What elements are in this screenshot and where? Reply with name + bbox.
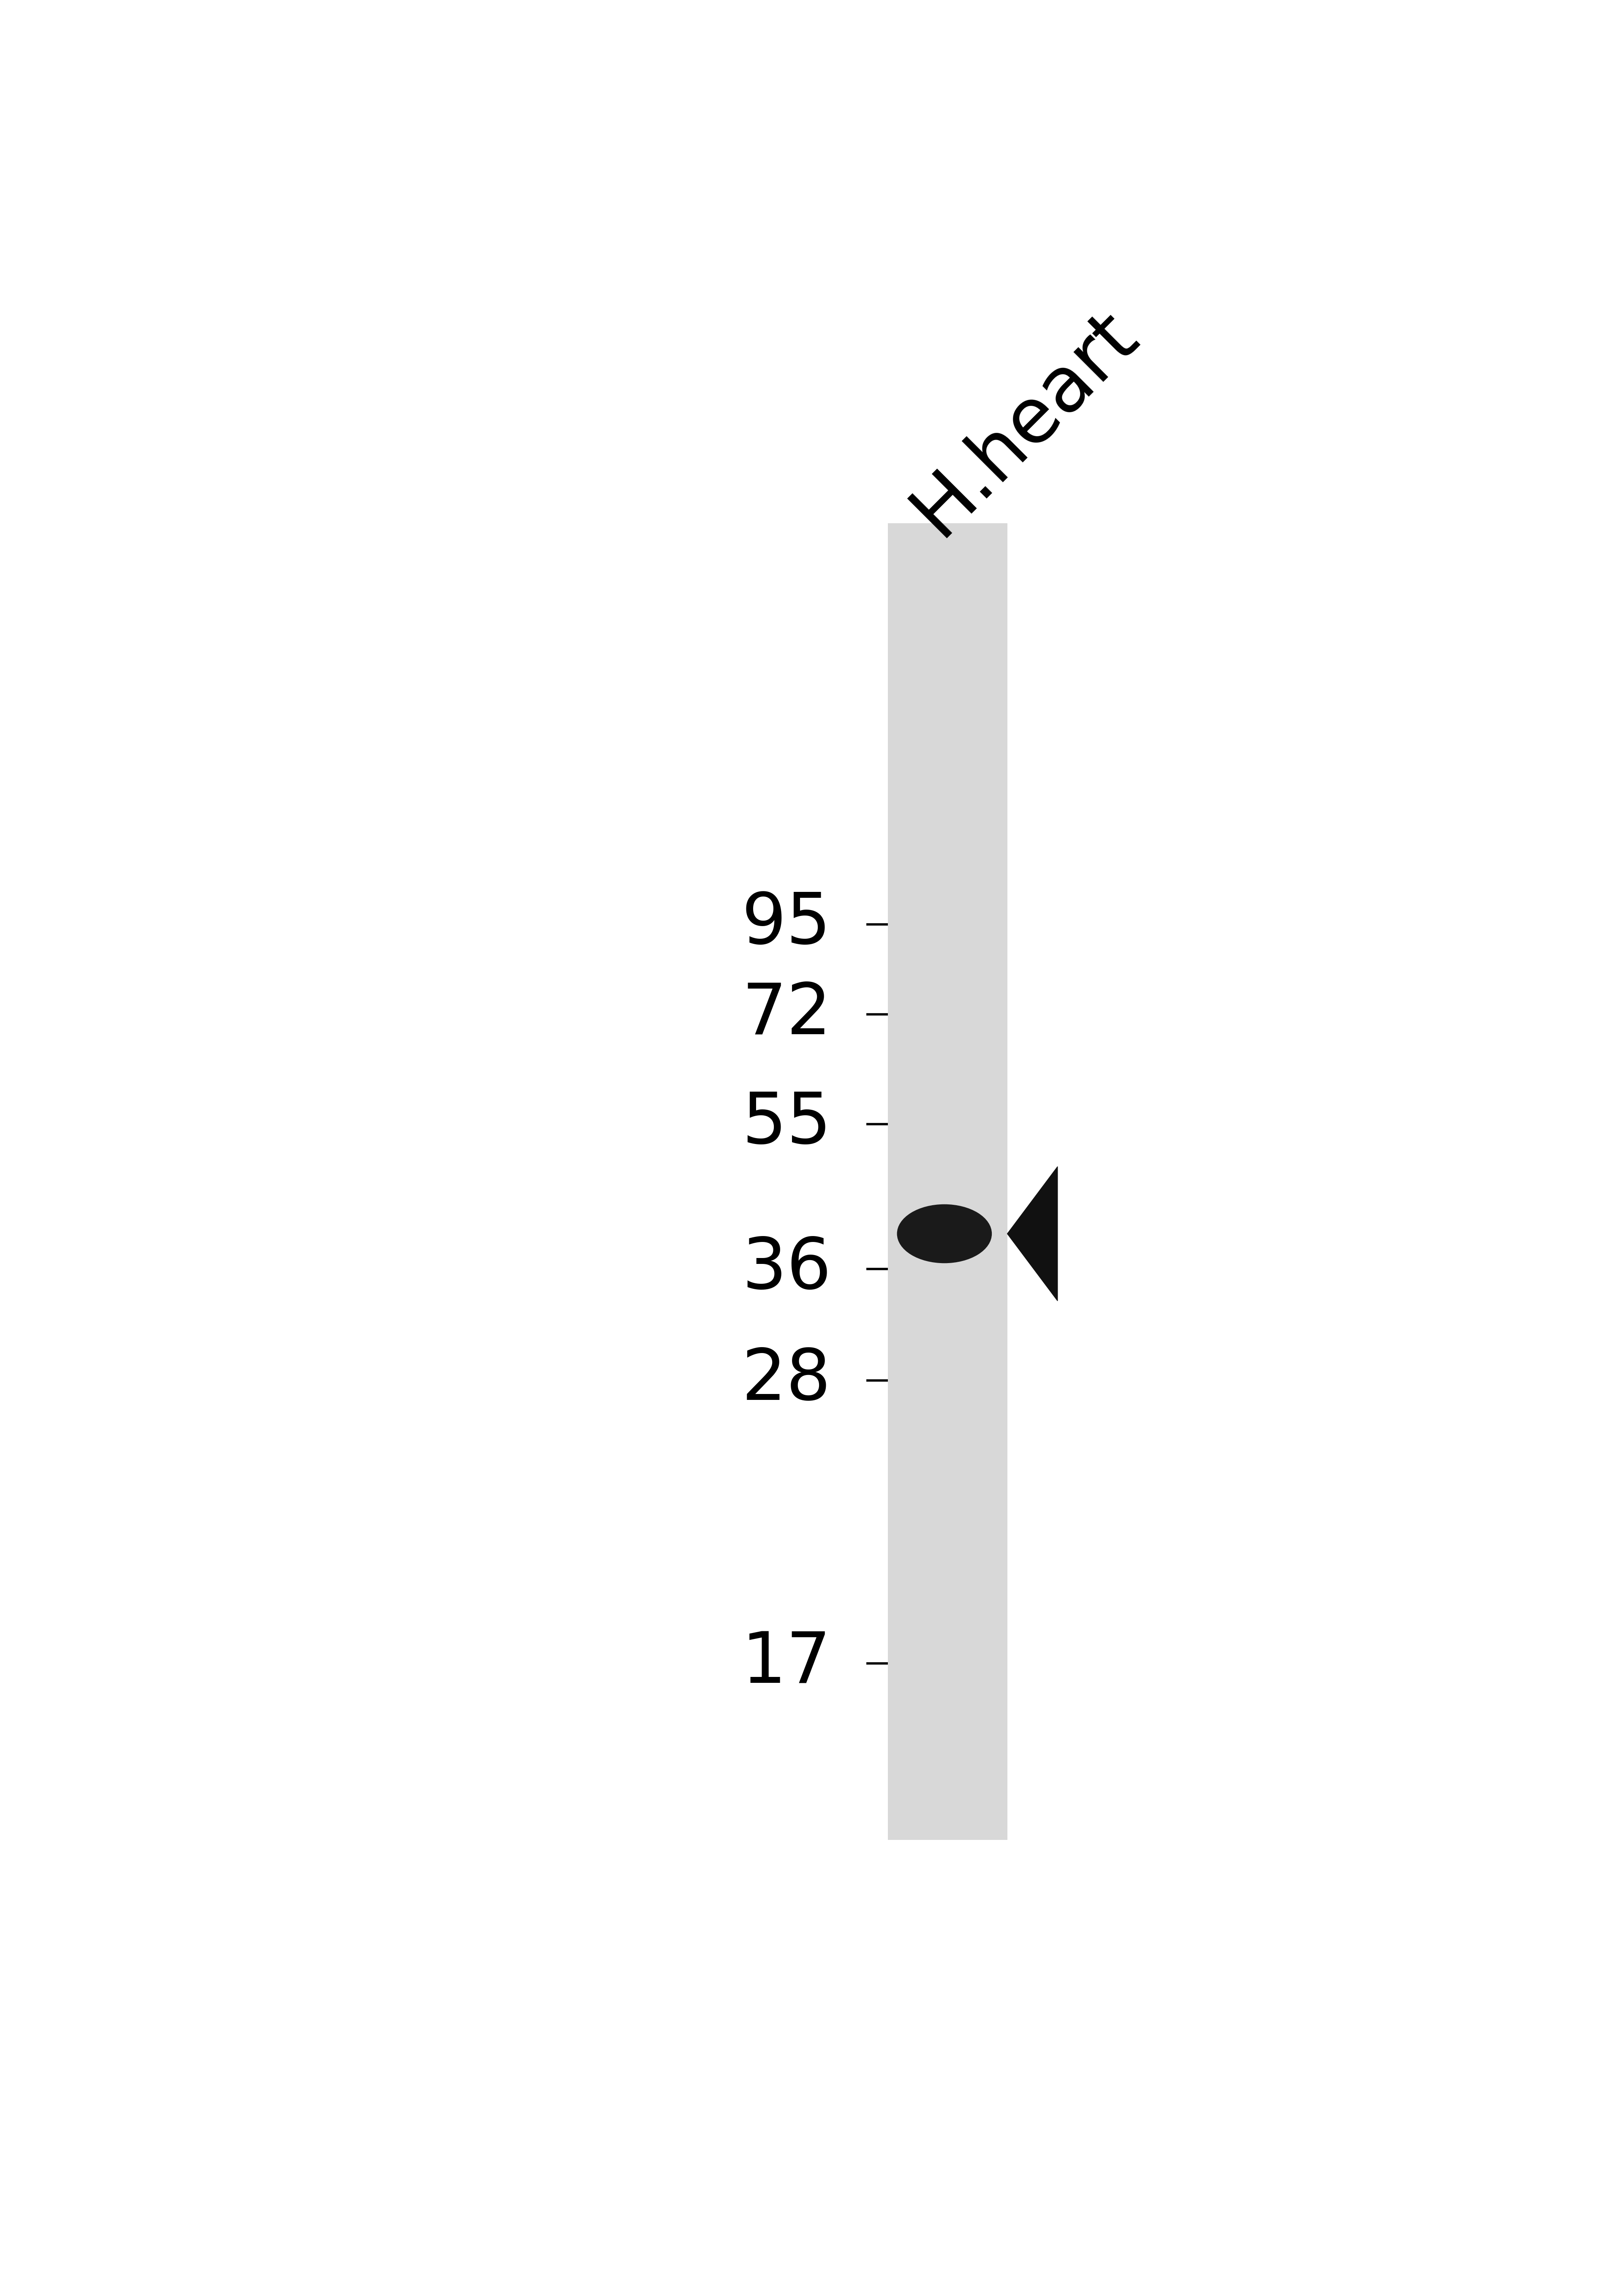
Text: 55: 55 [741, 1091, 830, 1159]
Text: 72: 72 [741, 980, 830, 1049]
Text: 95: 95 [741, 891, 830, 960]
Text: H.heart: H.heart [899, 296, 1152, 549]
Ellipse shape [897, 1205, 991, 1263]
Bar [887, 523, 1007, 1839]
Text: 36: 36 [741, 1235, 830, 1304]
Text: 28: 28 [741, 1345, 830, 1414]
Polygon shape [1007, 1166, 1058, 1302]
Text: 17: 17 [741, 1628, 830, 1697]
